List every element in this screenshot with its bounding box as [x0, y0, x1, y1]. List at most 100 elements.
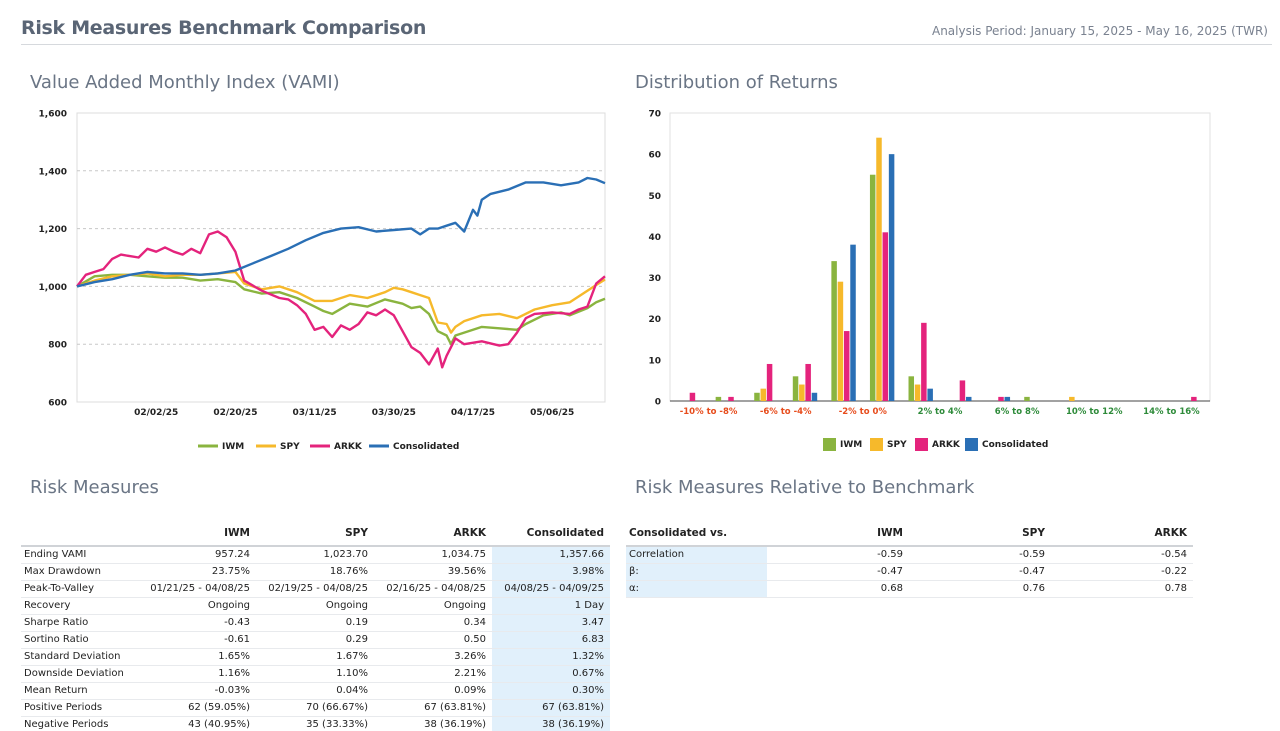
risk-row-label: Mean Return [21, 682, 141, 700]
risk-cell-consolidated: 6.83 [492, 631, 610, 649]
risk-cell-spy: 18.76% [256, 563, 374, 581]
dist-bar-consolidated [965, 396, 972, 401]
dist-legend-swatch-spy [870, 438, 883, 451]
risk-cell-arkk: 38 (36.19%) [374, 716, 492, 731]
distribution-section-title: Distribution of Returns [635, 72, 838, 93]
risk-row-label: Max Drawdown [21, 563, 141, 581]
vami-series-line-iwm [76, 273, 606, 346]
dist-x-tick-label: -6% to -4% [760, 407, 812, 417]
dist-bar-iwm [831, 261, 837, 401]
risk-cell-iwm: 23.75% [141, 563, 256, 581]
risk-row-sortino-ratio: Sortino Ratio -0.61 0.29 0.50 6.83 [21, 631, 610, 649]
dist-x-tick-label: -2% to 0% [839, 407, 888, 417]
page-title: Risk Measures Benchmark Comparison [21, 17, 427, 39]
dist-bar-spy [1069, 396, 1075, 401]
dist-bar-spy [876, 137, 882, 401]
vami-y-tick-label: 600 [48, 399, 67, 409]
relative-section-title: Risk Measures Relative to Benchmark [635, 477, 975, 498]
risk-cell-iwm: 1.16% [141, 665, 256, 683]
risk-section-title: Risk Measures [30, 477, 159, 498]
dist-bar-consolidated [811, 392, 818, 401]
risk-row-mean-return: Mean Return -0.03% 0.04% 0.09% 0.30% [21, 682, 610, 700]
risk-cell-iwm: Ongoing [141, 597, 256, 615]
risk-cell-arkk: 2.21% [374, 665, 492, 683]
risk-row-positive-periods: Positive Periods 62 (59.05%) 70 (66.67%) 67… [21, 699, 610, 717]
dist-x-tick-label: 14% to 16% [1143, 407, 1200, 417]
dist-bar-spy [837, 281, 844, 401]
dist-y-tick-label: 10 [648, 356, 661, 366]
risk-cell-arkk: 0.34 [374, 614, 492, 632]
dist-bar-arkk [766, 363, 773, 401]
risk-cell-spy: 02/19/25 - 04/08/25 [256, 580, 374, 598]
relative-cell-arkk: -0.22 [1051, 563, 1193, 581]
risk-row-max-drawdown: Max Drawdown 23.75% 18.76% 39.56% 3.98% [21, 563, 610, 581]
relative-row-label: α: [626, 580, 767, 598]
risk-cell-spy: 1.67% [256, 648, 374, 666]
risk-cell-spy: 0.19 [256, 614, 374, 632]
dist-y-tick-label: 30 [648, 274, 661, 284]
dist-bar-arkk [728, 396, 734, 401]
relative-cell-iwm: 0.68 [767, 580, 909, 598]
risk-cell-iwm: -0.61 [141, 631, 256, 649]
relative-measures-table: Consolidated vs. IWM SPY ARKK Correlatio… [626, 520, 1193, 598]
vami-legend-label-spy: SPY [280, 442, 300, 452]
risk-row-ending-vami: Ending VAMI 957.24 1,023.70 1,034.75 1,357.6… [21, 545, 610, 564]
risk-cell-consolidated: 3.47 [492, 614, 610, 632]
risk-row-label: Peak-To-Valley [21, 580, 141, 598]
risk-cell-arkk: 3.26% [374, 648, 492, 666]
risk-cell-iwm: 1.65% [141, 648, 256, 666]
relative-cell-spy: -0.47 [909, 563, 1051, 581]
dist-bar-spy [799, 384, 805, 401]
dist-y-tick-label: 50 [648, 192, 661, 202]
risk-cell-iwm: 957.24 [141, 545, 256, 564]
relative-cell-iwm: -0.47 [767, 563, 909, 581]
distribution-bar-chart: 0 10 20 30 40 50 60 70 -10% to -8% -6% to -4% -2% … [648, 110, 1211, 451]
risk-cell-consolidated: 3.98% [492, 563, 610, 581]
risk-cell-iwm: 43 (40.95%) [141, 716, 256, 731]
risk-cell-spy: 35 (33.33%) [256, 716, 374, 731]
relative-cell-iwm: -0.59 [767, 545, 909, 564]
risk-cell-arkk: 0.09% [374, 682, 492, 700]
risk-col-consolidated: Consolidated [526, 526, 604, 539]
relative-cell-spy: -0.59 [909, 545, 1051, 564]
vami-series-line-consolidated [76, 176, 606, 288]
dist-y-tick-label: 70 [648, 110, 661, 120]
risk-row-downside-deviation: Downside Deviation 1.16% 1.10% 2.21% 0.67% [21, 665, 610, 683]
risk-cell-consolidated: 1.32% [492, 648, 610, 666]
dist-y-tick-label: 20 [648, 315, 661, 325]
risk-row-label: Downside Deviation [21, 665, 141, 683]
dist-bar-spy [914, 384, 921, 401]
dist-bar-arkk [689, 392, 696, 401]
dist-bar-consolidated [888, 154, 895, 401]
dist-x-tick-label: -10% to -8% [680, 407, 738, 417]
risk-row-recovery: Recovery Ongoing Ongoing Ongoing 1 Day [21, 597, 610, 615]
risk-cell-arkk: 02/16/25 - 04/08/25 [374, 580, 492, 598]
vami-legend-label-consolidated: Consolidated [393, 442, 459, 452]
risk-row-label: Recovery [21, 597, 141, 615]
risk-cell-iwm: 62 (59.05%) [141, 699, 256, 717]
risk-col-arkk: ARKK [453, 526, 486, 539]
risk-cell-spy: 1.10% [256, 665, 374, 683]
risk-cell-arkk: 1,034.75 [374, 545, 492, 564]
relative-cell-spy: 0.76 [909, 580, 1051, 598]
risk-cell-spy: 0.04% [256, 682, 374, 700]
dist-y-tick-label: 0 [655, 398, 661, 408]
vami-y-tick-label: 1,400 [39, 167, 67, 177]
dist-legend-swatch-arkk [915, 438, 928, 451]
risk-row-sharpe-ratio: Sharpe Ratio -0.43 0.19 0.34 3.47 [21, 614, 610, 632]
risk-row-label: Sortino Ratio [21, 631, 141, 649]
vami-x-tick-label: 05/06/25 [530, 408, 574, 418]
relative-row-label: β: [626, 563, 767, 581]
dist-x-tick-label: 10% to 12% [1066, 407, 1123, 417]
vami-y-tick-label: 1,200 [39, 225, 67, 235]
vami-legend-label-iwm: IWM [222, 442, 244, 452]
dist-bar-consolidated [1004, 396, 1011, 401]
analysis-period: Analysis Period: January 15, 2025 - May … [931, 24, 1268, 38]
risk-row-peak-to-valley: Peak-To-Valley 01/21/25 - 04/08/25 02/19/2… [21, 580, 610, 598]
risk-cell-iwm: 01/21/25 - 04/08/25 [141, 580, 256, 598]
dist-bar-arkk [959, 380, 966, 401]
risk-cell-arkk: Ongoing [374, 597, 492, 615]
dist-bar-iwm [869, 174, 876, 401]
vami-x-tick-label: 04/17/25 [451, 408, 495, 418]
dist-bar-iwm [792, 376, 799, 401]
